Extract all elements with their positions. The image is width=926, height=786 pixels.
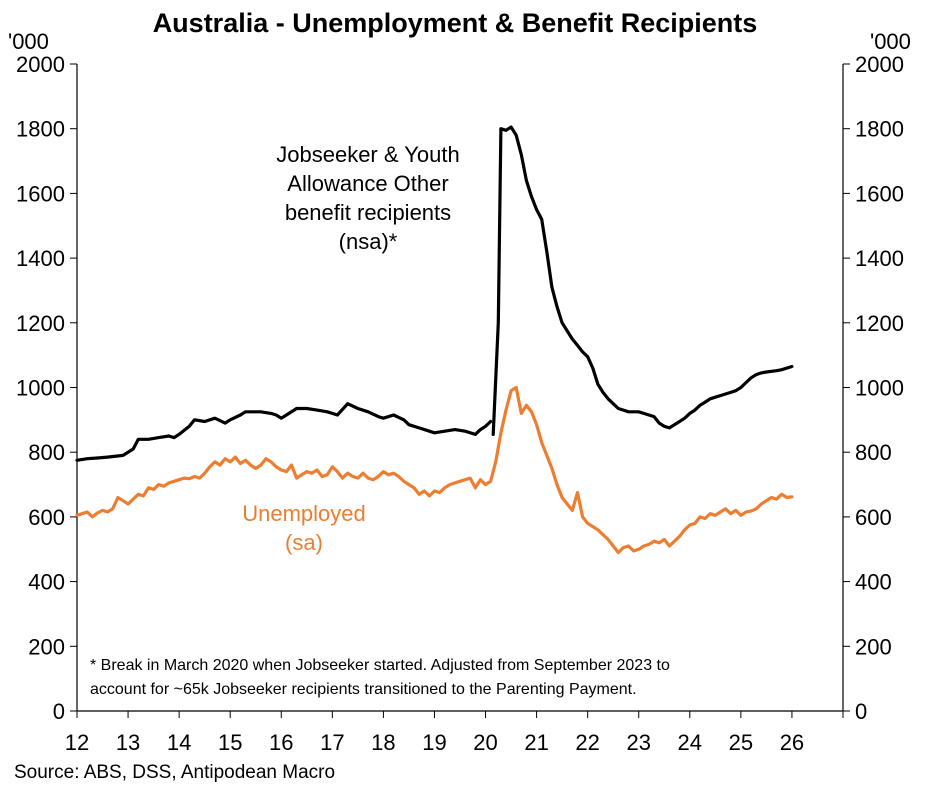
x-tick-label: 18 <box>371 730 395 755</box>
left-y-tick-label: 0 <box>53 699 65 724</box>
x-tick-label: 14 <box>167 730 191 755</box>
series-lines <box>75 125 794 555</box>
left-y-tick-label: 1800 <box>16 117 65 142</box>
right-y-tick-label: 0 <box>855 699 867 724</box>
axes: 0 0 200 200 400 400 600 600 800 800 1000 1000 1200 12… <box>16 52 904 755</box>
right-y-tick-label: 800 <box>855 440 892 465</box>
jobseeker-label: Jobseeker & Youth Allowance Other benefi… <box>276 142 459 254</box>
right-y-tick-label: 600 <box>855 505 892 530</box>
x-tick-label: 15 <box>218 730 242 755</box>
left-y-tick-label: 1400 <box>16 246 65 271</box>
source-note: Source: ABS, DSS, Antipodean Macro <box>14 762 335 783</box>
left-axis-units: '000 <box>8 29 49 54</box>
x-tick-label: 12 <box>65 730 89 755</box>
left-y-tick-label: 800 <box>28 440 65 465</box>
right-y-tick-label: 1200 <box>855 311 904 336</box>
jobseeker-label-line: (nsa)* <box>339 229 398 254</box>
left-y-tick-label: 600 <box>28 505 65 530</box>
x-tick-label: 17 <box>320 730 344 755</box>
right-y-tick-label: 2000 <box>855 52 904 77</box>
jobseeker-series-line <box>491 125 794 436</box>
right-y-tick-label: 1600 <box>855 181 904 206</box>
right-y-tick-label: 1000 <box>855 376 904 401</box>
x-tick-label: 25 <box>729 730 753 755</box>
left-y-tick-label: 1000 <box>16 376 65 401</box>
left-y-tick-label: 400 <box>28 570 65 595</box>
footnote-line: * Break in March 2020 when Jobseeker sta… <box>90 657 670 674</box>
chart-title: Australia - Unemployment & Benefit Recip… <box>153 8 758 38</box>
right-y-tick-label: 200 <box>855 634 892 659</box>
footnote-line: account for ~65k Jobseeker recipients tr… <box>90 681 637 698</box>
x-tick-label: 26 <box>780 730 804 755</box>
x-tick-label: 16 <box>269 730 293 755</box>
jobseeker-label-line: Allowance Other <box>287 171 448 196</box>
left-y-tick-label: 1200 <box>16 311 65 336</box>
unemployed-label-line: (sa) <box>285 530 323 555</box>
right-y-tick-label: 400 <box>855 570 892 595</box>
x-tick-label: 13 <box>116 730 140 755</box>
x-tick-label: 21 <box>524 730 548 755</box>
x-tick-label: 19 <box>422 730 446 755</box>
right-y-tick-label: 1400 <box>855 246 904 271</box>
right-y-tick-label: 1800 <box>855 117 904 142</box>
left-y-tick-label: 2000 <box>16 52 65 77</box>
jobseeker-label-line: Jobseeker & Youth <box>276 142 459 167</box>
x-tick-label: 22 <box>575 730 599 755</box>
left-y-tick-label: 200 <box>28 634 65 659</box>
left-y-tick-label: 1600 <box>16 181 65 206</box>
right-axis-units: '000 <box>870 29 911 54</box>
unemployed-series-line <box>75 385 794 555</box>
jobseeker-label-line: benefit recipients <box>285 200 451 225</box>
unemployed-label-line: Unemployed <box>242 501 366 526</box>
jobseeker-series-line <box>75 402 493 462</box>
x-tick-label: 20 <box>473 730 497 755</box>
x-tick-label: 24 <box>678 730 702 755</box>
x-tick-label: 23 <box>626 730 650 755</box>
unemployed-label: Unemployed (sa) <box>242 501 366 555</box>
